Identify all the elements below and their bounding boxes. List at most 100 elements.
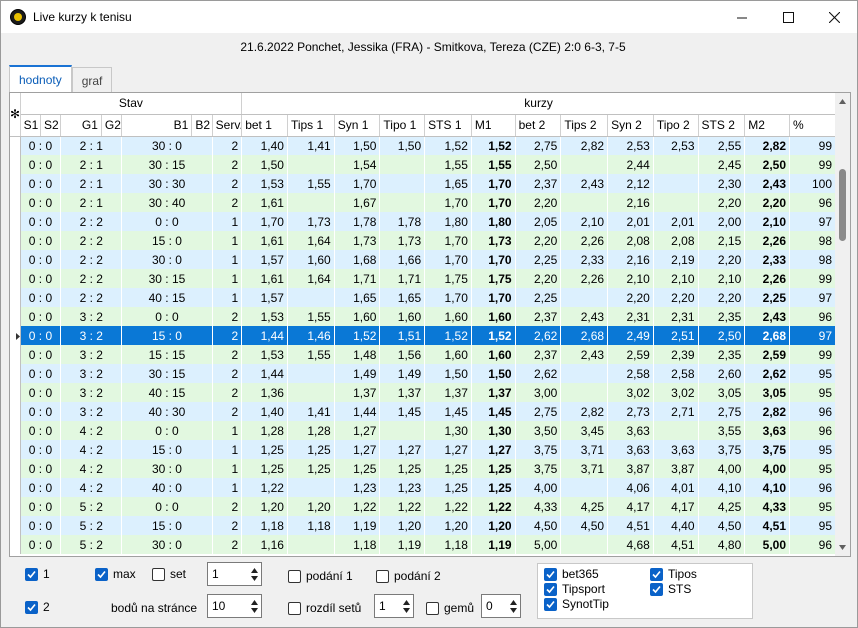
cell-sts1[interactable]: 1,52 <box>424 136 472 155</box>
cell-m2[interactable]: 2,82 <box>744 402 790 421</box>
cell-b[interactable]: 40 : 15 <box>121 288 213 307</box>
row-header[interactable] <box>10 155 21 174</box>
cell-g[interactable]: 2 : 1 <box>60 155 122 174</box>
row-header[interactable] <box>10 307 21 326</box>
cell-sts2[interactable]: 2,75 <box>698 402 745 421</box>
cell-syn1[interactable]: 1,67 <box>334 193 380 212</box>
cell-syn2[interactable]: 4,17 <box>607 497 654 516</box>
cell-s[interactable]: 0 : 0 <box>20 288 61 307</box>
cell-tips2[interactable]: 2,82 <box>560 402 608 421</box>
cell-syn2[interactable]: 3,02 <box>607 383 654 402</box>
checkbox-tipos[interactable]: Tipos <box>650 567 697 581</box>
cell-tips1[interactable]: 1,55 <box>287 345 335 364</box>
row-header[interactable] <box>10 364 21 383</box>
checkbox-bet365[interactable]: bet365 <box>544 567 599 581</box>
cell-syn1[interactable]: 1,50 <box>334 136 380 155</box>
cell-tipo2[interactable]: 2,08 <box>653 231 699 250</box>
gemu-spinner[interactable]: 0 <box>481 594 521 618</box>
tab-graf[interactable]: graf <box>71 67 113 93</box>
cell-tipo1[interactable]: 1,27 <box>379 440 425 459</box>
cell-tipo1[interactable]: 1,37 <box>379 383 425 402</box>
cell-m2[interactable]: 2,82 <box>744 136 790 155</box>
cell-sts1[interactable]: 1,50 <box>424 364 472 383</box>
checkbox-set[interactable]: set <box>152 567 186 581</box>
cell-tipo2[interactable] <box>653 174 699 193</box>
cell-tips1[interactable]: 1,28 <box>287 421 335 440</box>
cell-syn1[interactable]: 1,19 <box>334 516 380 535</box>
cell-m2[interactable]: 4,51 <box>744 516 790 535</box>
cell-tipo2[interactable]: 2,58 <box>653 364 699 383</box>
cell-tips1[interactable]: 1,25 <box>287 459 335 478</box>
spin-down-icon[interactable] <box>509 607 517 613</box>
cell-syn1[interactable]: 1,78 <box>334 212 380 231</box>
cell-pct[interactable]: 97 <box>789 288 836 307</box>
cell-m1[interactable]: 1,55 <box>471 155 516 174</box>
column-header[interactable]: % <box>789 114 836 137</box>
cell-bet2[interactable]: 4,50 <box>515 516 561 535</box>
cell-serv[interactable]: 2 <box>212 174 242 193</box>
row-header[interactable] <box>10 288 21 307</box>
cell-g[interactable]: 3 : 2 <box>60 345 122 364</box>
checkbox-max[interactable]: max <box>95 567 136 581</box>
cell-serv[interactable]: 1 <box>212 269 242 288</box>
cell-m1[interactable]: 1,73 <box>471 231 516 250</box>
cell-bet2[interactable]: 2,20 <box>515 269 561 288</box>
cell-syn1[interactable]: 1,73 <box>334 231 380 250</box>
cell-sts1[interactable]: 1,37 <box>424 383 472 402</box>
cell-tips1[interactable] <box>287 478 335 497</box>
column-header[interactable]: STS 1 <box>424 114 472 137</box>
cell-tips1[interactable]: 1,18 <box>287 516 335 535</box>
cell-tips1[interactable] <box>287 155 335 174</box>
cell-tips1[interactable] <box>287 193 335 212</box>
checkbox-1[interactable]: 1 <box>25 567 50 581</box>
cell-b[interactable]: 15 : 0 <box>121 326 213 345</box>
cell-serv[interactable]: 1 <box>212 478 242 497</box>
cell-sts1[interactable]: 1,75 <box>424 269 472 288</box>
cell-bet1[interactable]: 1,53 <box>241 174 288 193</box>
column-header[interactable]: Syn 1 <box>334 114 381 137</box>
cell-s[interactable]: 0 : 0 <box>20 269 61 288</box>
spin-up-icon[interactable] <box>509 599 517 605</box>
cell-bet1[interactable]: 1,70 <box>241 212 288 231</box>
cell-tips2[interactable] <box>560 155 608 174</box>
cell-g[interactable]: 3 : 2 <box>60 364 122 383</box>
cell-syn2[interactable]: 2,16 <box>607 250 654 269</box>
cell-sts2[interactable]: 3,75 <box>698 440 745 459</box>
cell-m2[interactable]: 2,25 <box>744 288 790 307</box>
cell-tips1[interactable] <box>287 383 335 402</box>
vertical-scrollbar[interactable] <box>835 93 850 556</box>
cell-tips2[interactable] <box>560 288 608 307</box>
cell-m1[interactable]: 1,70 <box>471 250 516 269</box>
cell-pct[interactable]: 99 <box>789 269 836 288</box>
cell-sts1[interactable]: 1,60 <box>424 307 472 326</box>
column-header[interactable]: bet 2 <box>515 114 562 137</box>
cell-b[interactable]: 30 : 0 <box>121 250 213 269</box>
cell-tips2[interactable]: 2,10 <box>560 212 608 231</box>
column-header[interactable]: Syn 2 <box>607 114 654 137</box>
cell-s[interactable]: 0 : 0 <box>20 516 61 535</box>
checkbox-sts[interactable]: STS <box>650 582 691 596</box>
maximize-button[interactable] <box>765 1 811 33</box>
row-header[interactable] <box>10 250 21 269</box>
cell-m1[interactable]: 1,50 <box>471 364 516 383</box>
cell-bet1[interactable]: 1,61 <box>241 231 288 250</box>
cell-syn2[interactable]: 2,16 <box>607 193 654 212</box>
cell-bet2[interactable]: 4,33 <box>515 497 561 516</box>
cell-tipo2[interactable]: 2,51 <box>653 326 699 345</box>
cell-tips1[interactable]: 1,64 <box>287 269 335 288</box>
cell-bet2[interactable]: 2,25 <box>515 288 561 307</box>
cell-tips2[interactable]: 2,26 <box>560 269 608 288</box>
cell-tipo1[interactable]: 1,19 <box>379 535 425 554</box>
cell-tipo2[interactable] <box>653 155 699 174</box>
cell-tips2[interactable]: 2,43 <box>560 174 608 193</box>
cell-s[interactable]: 0 : 0 <box>20 364 61 383</box>
cell-m2[interactable]: 2,20 <box>744 193 790 212</box>
cell-s[interactable]: 0 : 0 <box>20 326 61 345</box>
cell-sts2[interactable]: 2,50 <box>698 326 745 345</box>
cell-tips2[interactable]: 2,43 <box>560 307 608 326</box>
cell-m2[interactable]: 2,26 <box>744 231 790 250</box>
cell-b[interactable]: 40 : 15 <box>121 383 213 402</box>
